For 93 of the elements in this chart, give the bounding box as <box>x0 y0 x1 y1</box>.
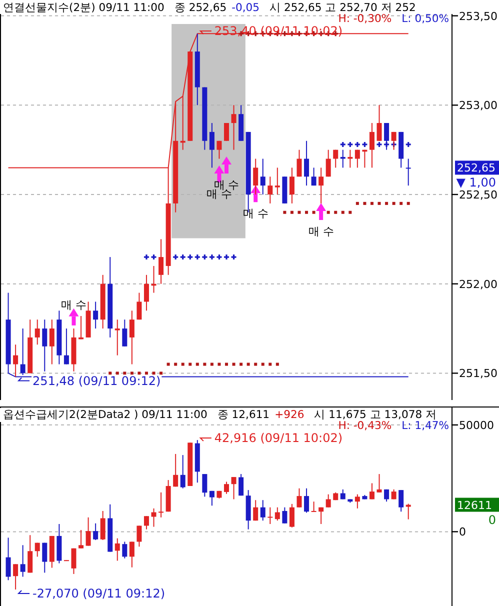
chart-title: 연결선물지수(2분) 09/11 11:00 <box>3 1 165 14</box>
point <box>210 362 214 366</box>
annotation: +926 <box>274 408 304 421</box>
point <box>361 141 368 148</box>
point <box>305 210 308 214</box>
point <box>223 254 230 260</box>
point <box>196 362 199 366</box>
point <box>150 254 158 260</box>
point <box>218 362 221 366</box>
annotation: -27,070 (09/11 09:12) <box>32 586 166 600</box>
point <box>144 372 148 375</box>
point <box>390 141 398 148</box>
point <box>225 362 228 366</box>
point <box>152 372 156 375</box>
point <box>298 210 301 214</box>
point <box>346 141 354 148</box>
annotation: 시 252,65 고 252,70 저 252 <box>270 1 416 14</box>
text: 12611 <box>457 498 492 512</box>
point <box>203 362 206 366</box>
point <box>130 372 134 375</box>
tick: 50000 <box>452 418 494 432</box>
point <box>108 372 112 375</box>
point <box>405 141 412 148</box>
point <box>406 202 410 205</box>
point <box>378 202 381 205</box>
point <box>354 141 361 148</box>
point <box>208 254 216 260</box>
point <box>254 362 258 366</box>
annotation: 종 252,65 <box>174 1 227 14</box>
point <box>326 210 330 214</box>
point <box>268 362 272 366</box>
point <box>174 362 178 366</box>
text: ▼ 1,00 <box>456 176 496 190</box>
point <box>290 210 294 214</box>
point <box>370 202 374 205</box>
point <box>240 362 243 366</box>
point <box>356 202 359 205</box>
point <box>276 362 279 366</box>
text: 매 수 <box>242 207 268 220</box>
point <box>160 372 163 375</box>
annotation: -0,05 <box>232 1 260 14</box>
tick: 0 <box>452 526 466 539</box>
point <box>392 202 396 205</box>
annotation: 251,48 (09/11 09:12) <box>32 374 161 388</box>
point <box>400 202 403 205</box>
point <box>166 362 170 366</box>
point <box>216 254 223 260</box>
point <box>143 254 150 260</box>
point <box>180 254 186 260</box>
tick: 251,50 <box>452 367 498 380</box>
tick: 253,00 <box>452 99 498 112</box>
point <box>385 202 388 205</box>
text: 매 수 <box>60 298 86 312</box>
y-tick-label: 253,50 <box>459 10 498 23</box>
tick: 252,00 <box>452 278 498 291</box>
text: 매 수 <box>308 225 334 238</box>
point <box>172 254 179 260</box>
point <box>348 210 352 214</box>
point <box>186 254 194 260</box>
point <box>363 202 366 205</box>
y-tick-label: 252,50 <box>459 188 498 202</box>
text: 252,65 <box>457 162 496 175</box>
annotation: L: 0,50% <box>402 12 449 25</box>
point <box>246 362 250 366</box>
point <box>261 362 264 366</box>
y-tick-label: 252,00 <box>459 278 498 291</box>
annotation: 42,916 (09/11 10:02) <box>214 431 343 445</box>
point <box>341 210 344 214</box>
point <box>230 254 238 260</box>
y-tick-label: 50000 <box>459 418 494 432</box>
y-tick-label: 253,00 <box>459 99 498 112</box>
annotation: 시 11,675 고 13,078 저 <box>314 408 437 421</box>
point <box>181 362 184 366</box>
y-tick-label: 251,50 <box>459 367 498 380</box>
chart-title: 옵션수급세기2(2분Data2 ) 09/11 11:00 <box>3 408 208 421</box>
annotation: H: -0,30% <box>338 12 392 25</box>
point <box>376 141 383 148</box>
annotation: H: -0,43% <box>338 419 392 432</box>
point <box>138 372 141 375</box>
y-tick-label: 0 <box>459 526 466 539</box>
tick: 252,50 <box>452 188 498 202</box>
point <box>312 210 316 214</box>
point <box>194 254 201 260</box>
point <box>201 254 208 260</box>
annotation: L: 1,47% <box>402 419 449 432</box>
point <box>116 372 119 375</box>
point <box>232 362 236 366</box>
point <box>123 372 126 375</box>
point <box>334 210 338 214</box>
tick: 253,50 <box>452 10 498 23</box>
annotation: 종 12,611 <box>217 408 270 421</box>
point <box>188 362 192 366</box>
point <box>283 210 286 214</box>
